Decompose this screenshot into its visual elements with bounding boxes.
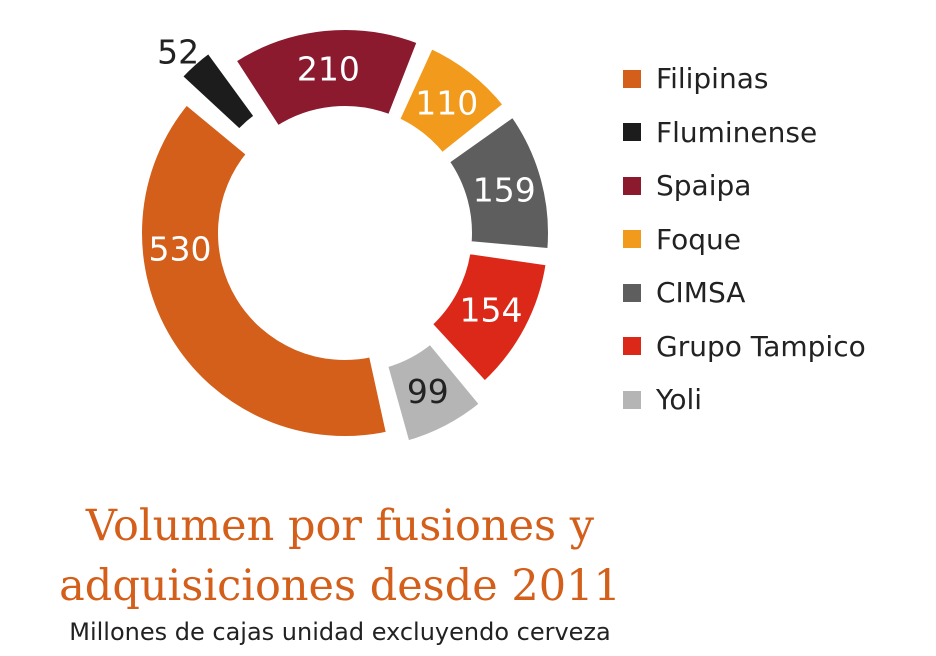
legend-swatch <box>623 230 641 249</box>
legend-label: Filipinas <box>656 62 769 96</box>
chart-subtitle: Millones de cajas unidad excluyendo cerv… <box>69 618 611 646</box>
slice-value-label: 210 <box>297 49 360 88</box>
legend-label: Fluminense <box>656 115 818 149</box>
donut-slice-grupo-tampico <box>424 247 553 389</box>
slice-value-label: 99 <box>407 372 449 411</box>
legend-swatch <box>623 337 641 356</box>
legend-swatch <box>623 69 641 88</box>
legend-swatch <box>623 283 641 302</box>
chart-title-line-1: Volumen por fusiones y <box>85 501 595 551</box>
legend-item-yoli: Yoli <box>623 373 923 427</box>
donut-chart: 530 52 210 110 159 154 99 <box>136 24 554 448</box>
slice-value-label: 52 <box>157 33 199 72</box>
legend-label: Yoli <box>656 383 703 417</box>
chart-title: Volumen por fusiones y adquisiciones des… <box>0 496 680 616</box>
legend-item-cimsa: CIMSA <box>623 266 923 320</box>
legend-swatch <box>623 390 641 409</box>
legend-item-grupo-tampico: Grupo Tampico <box>623 320 923 374</box>
legend-item-foque: Foque <box>623 213 923 267</box>
legend-label: Foque <box>656 222 741 256</box>
legend: Filipinas Fluminense Spaipa Foque CIMSA … <box>623 52 923 427</box>
donut-slice-foque <box>392 41 511 161</box>
donut-slice-spaipa <box>228 24 425 134</box>
slice-value-label: 154 <box>459 290 522 329</box>
donut-slice-yoli <box>381 336 487 448</box>
legend-swatch <box>623 176 641 195</box>
chart-title-line-2: adquisiciones desde 2011 <box>59 561 621 611</box>
legend-swatch <box>623 123 641 142</box>
donut-slice-cimsa <box>442 109 554 255</box>
slice-value-label: 159 <box>473 171 536 210</box>
legend-label: Grupo Tampico <box>656 329 866 363</box>
legend-label: CIMSA <box>656 276 746 310</box>
slice-value-label: 530 <box>149 230 212 269</box>
legend-label: Spaipa <box>656 169 752 203</box>
legend-item-fluminense: Fluminense <box>623 106 923 160</box>
donut-slice-fluminense <box>174 46 262 137</box>
slice-value-label: 110 <box>415 84 478 123</box>
donut-slice-filipinas <box>136 97 393 442</box>
legend-item-spaipa: Spaipa <box>623 159 923 213</box>
legend-item-filipinas: Filipinas <box>623 52 923 106</box>
